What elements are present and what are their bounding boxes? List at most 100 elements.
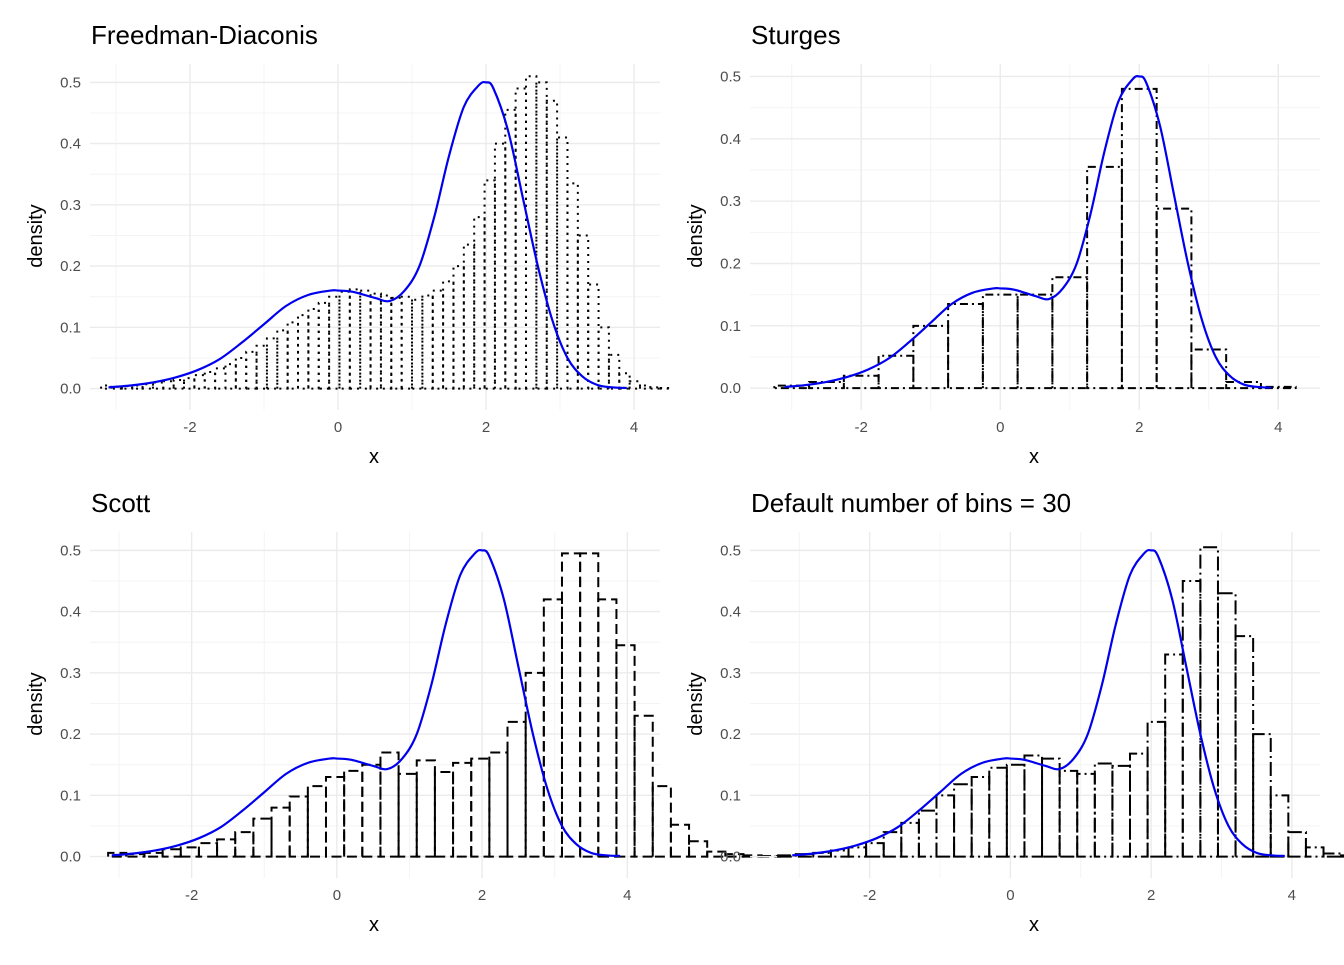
histogram-bar [415,759,436,858]
histogram-bar [442,280,455,390]
histogram-bar [470,757,491,858]
panel-title: Scott [91,488,151,518]
histogram-bar [255,344,268,390]
y-tick-label: 0.3 [60,197,81,214]
y-tick-label: 0.0 [60,381,81,398]
histogram-bar [328,295,341,390]
histogram-bar [1252,733,1272,858]
histogram-bar [1016,293,1054,390]
histogram-bar [1155,207,1193,390]
histogram-bar [343,769,364,858]
x-axis-title: x [369,914,379,936]
histogram-bar [506,720,527,858]
density-curve [792,548,1285,858]
histogram-bar [193,374,206,390]
x-tick-label: 0 [334,419,342,436]
histogram-bar [953,783,973,858]
plot-area [90,64,673,410]
y-tick-label: 0.0 [720,849,741,866]
y-tick-label: 0.1 [60,787,81,804]
x-tick-label: 4 [630,419,638,436]
x-tick-label: 0 [333,887,341,904]
histogram-bar [706,850,727,858]
plot-area [90,532,781,878]
histogram-bar [488,751,509,858]
histogram-bar [1120,87,1158,390]
histogram-bar [525,75,538,390]
histogram-bar [615,644,636,858]
y-tick-label: 0.1 [720,318,741,335]
y-axis-title: density [685,672,707,735]
y-tick-label: 0.4 [60,136,81,153]
histogram-bar [107,851,128,858]
x-tick-label: 2 [478,887,486,904]
histogram-bar [1216,592,1237,858]
histogram-bar [597,598,618,858]
histogram-bar [1340,854,1344,858]
density-curve [108,80,627,390]
histogram-bar [633,714,654,858]
histogram-bar [669,823,691,858]
y-tick-label: 0.4 [60,604,81,621]
histogram-bar [141,383,154,390]
histogram-bar [981,293,1019,390]
histogram-bar [197,842,219,858]
density-curve [784,75,1272,389]
histogram-bar [400,295,414,390]
histogram-bar [917,809,938,858]
y-tick-label: 0.5 [60,542,81,559]
y-tick-label: 0.1 [720,787,741,804]
histogram-bar [483,179,496,390]
y-tick-label: 0.2 [720,726,741,743]
histogram-bar [659,386,673,390]
histogram-bar [317,301,331,390]
y-tick-label: 0.2 [60,726,81,743]
histogram-bar [597,326,610,390]
histogram-bar [651,785,672,858]
histogram-bar [162,380,175,390]
panel-freedman-diaconis: Freedman-Diaconis x density -2 0 2 4 0.0 0.1 0… [25,20,673,468]
density-curve [111,548,621,858]
plot-area [750,532,1344,878]
y-tick-label: 0.5 [60,74,81,91]
histogram-bar [579,552,600,858]
x-tick-label: 0 [1006,887,1014,904]
x-tick-label: 4 [623,887,631,904]
x-tick-label: 2 [482,419,490,436]
histogram-bar [1146,720,1167,858]
histogram-bar [607,353,621,390]
histogram-bar [688,840,709,858]
y-tick-label: 0.4 [720,131,741,148]
x-tick-label: 2 [1135,419,1143,436]
histogram-bar [1234,635,1255,858]
histogram-bar [161,848,182,858]
histogram-bar [1051,276,1089,390]
histogram-bar [379,751,400,858]
panel-scott: Scott x density -2 0 2 4 0.0 0.1 0.2 0.3 0.4 0.5 [25,488,781,936]
histogram-bar [1322,852,1343,858]
histogram-bar [1041,757,1061,858]
histogram-bar [628,380,642,390]
histogram-bar [179,846,200,858]
y-axis-title: density [25,204,47,267]
x-axis-title: x [1029,446,1039,468]
histogram-bar [988,766,1008,858]
y-tick-label: 0.3 [720,193,741,210]
histogram-bar [1058,769,1079,858]
x-axis-title: x [369,446,379,468]
histogram-bar [369,292,382,390]
y-tick-label: 0.2 [720,255,741,272]
x-tick-label: -2 [183,419,196,436]
histogram-bar [1287,831,1307,858]
panel-title: Freedman-Diaconis [91,20,318,50]
y-axis-title: density [685,204,707,267]
x-tick-label: 4 [1274,419,1282,436]
panel-default-bins: Default number of bins = 30 x density -2… [685,488,1344,936]
histogram-bar [1023,754,1044,858]
histogram-bar [411,298,424,390]
histogram-bar [1190,348,1228,390]
x-tick-label: -2 [855,419,868,436]
histogram-bar [535,81,548,390]
